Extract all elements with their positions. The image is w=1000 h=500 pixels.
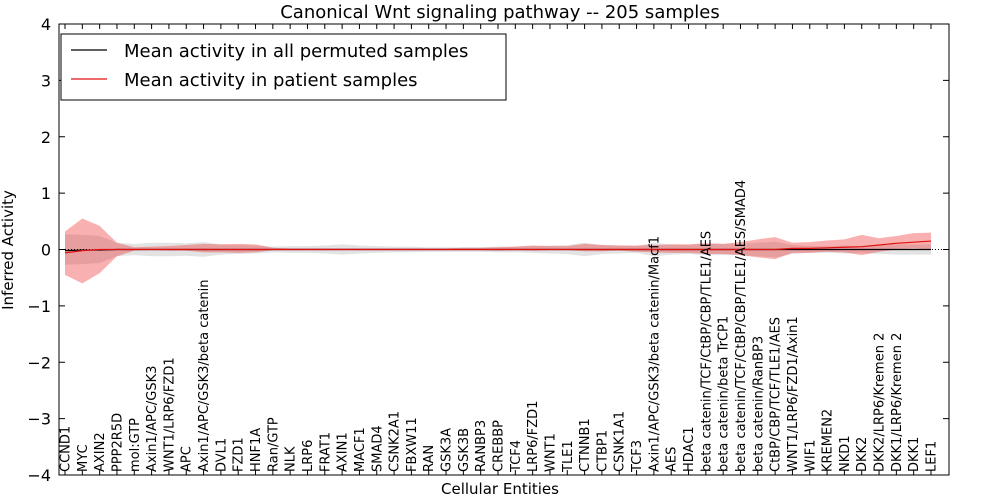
x-tick-label: GSK3A <box>440 428 455 472</box>
x-tick-label: MYC <box>76 444 91 472</box>
x-tick-label: mol:GTP <box>128 418 143 472</box>
legend-label-patient: Mean activity in patient samples <box>124 70 418 91</box>
x-tick-label: CSNK2A1 <box>388 411 403 472</box>
x-tick-label: DVL1 <box>214 438 229 472</box>
band-patient <box>65 218 931 284</box>
x-tick-label: APC <box>180 446 195 472</box>
y-axis-label: Inferred Activity <box>0 190 17 310</box>
x-tick-label: SMAD4 <box>370 425 385 472</box>
y-tick-label: −2 <box>27 353 51 372</box>
x-tick-label: beta catenin/TCF/CtBP/CBP/TLE1/AES/SMAD4 <box>734 180 749 472</box>
x-tick-label: FBXW11 <box>405 417 420 472</box>
x-tick-label: TLE1 <box>561 440 576 473</box>
y-tick-label: 3 <box>41 71 51 90</box>
x-tick-label: beta catenin/TCF/CtBP/CBP/TLE1/AES <box>699 231 714 472</box>
x-tick-label: RANBP3 <box>474 420 489 472</box>
x-tick-label: NLK <box>284 446 299 472</box>
plot-frame <box>58 23 950 476</box>
y-tick-label: 1 <box>41 184 51 203</box>
x-tick-label: DKK1/LRP6/Kremen 2 <box>890 333 905 472</box>
x-axis: CCND1 MYC AXIN2 PPP2R5D mol:GTP Axin1/APC/GSK… <box>59 24 940 475</box>
y-tick-label: 4 <box>41 15 51 34</box>
x-tick-label: CTBP1 <box>595 430 610 472</box>
x-tick-label: PPP2R5D <box>110 413 125 472</box>
x-tick-label: CREBBP <box>492 420 507 472</box>
legend-label-permuted: Mean activity in all permuted samples <box>124 41 468 62</box>
x-tick-label: AXIN2 <box>93 432 108 472</box>
line-patient <box>64 240 932 254</box>
x-tick-label: MACF1 <box>353 427 368 472</box>
x-tick-label: WNT1/LRP6/FZD1 <box>162 357 177 472</box>
x-tick-label: AES <box>665 447 680 472</box>
x-tick-label: DKK1 <box>907 437 922 472</box>
x-tick-label: DKK2 <box>855 437 870 472</box>
y-tick-label: −1 <box>27 297 51 316</box>
x-tick-label: FZD1 <box>232 437 247 472</box>
x-tick-label: HNF1A <box>249 428 264 472</box>
x-tick-label: LRP6 <box>301 440 316 472</box>
x-tick-label: CTNNB1 <box>578 418 593 472</box>
x-tick-label: Axin1/APC/GSK3 <box>145 366 160 472</box>
x-tick-label: GSK3B <box>457 428 472 472</box>
x-tick-label: DKK2/LRP6/Kremen 2 <box>873 333 888 472</box>
x-tick-label: Axin1/APC/GSK3/beta catenin/Macf1 <box>647 236 662 472</box>
x-tick-label: Ran/GTP <box>266 417 281 472</box>
x-tick-label: beta catenin/beta TrCP1 <box>717 316 732 472</box>
chart-title: Canonical Wnt signaling pathway -- 205 s… <box>280 2 720 23</box>
y-tick-label: 0 <box>41 241 51 260</box>
y-tick-label: −3 <box>27 410 51 429</box>
x-axis-label: Cellular Entities <box>441 480 559 498</box>
legend: Mean activity in all permuted samples Me… <box>60 33 507 101</box>
x-tick-label: WNT1 <box>543 433 558 472</box>
x-tick-label: WNT1/LRP6/FZD1/Axin1 <box>786 316 801 472</box>
x-tick-label: HDAC1 <box>682 426 697 472</box>
x-tick-label: KREMEN2 <box>821 409 836 472</box>
x-tick-label: CtBP/CBP/TCF/TLE1/AES <box>769 317 784 472</box>
x-tick-label: AXIN1 <box>336 432 351 472</box>
x-tick-label: RAN <box>422 445 437 472</box>
y-tick-label: −4 <box>27 466 51 485</box>
y-tick-label: 2 <box>41 128 51 147</box>
x-tick-label: TCF3 <box>630 440 645 473</box>
y-axis: 4 3 2 1 0 −1 −2 −3 −4 <box>27 15 949 485</box>
x-tick-label: NKD1 <box>838 435 853 472</box>
x-tick-label: CSNK1A1 <box>613 411 628 472</box>
x-tick-label: TCF4 <box>509 440 524 473</box>
plot-area <box>59 218 949 284</box>
legend-box <box>60 33 507 101</box>
x-tick-label: LRP6/FZD1 <box>526 401 541 472</box>
x-tick-label: WIF1 <box>803 440 818 472</box>
x-tick-label: beta catenin/RanBP3 <box>751 336 766 472</box>
x-tick-label: FRAT1 <box>318 432 333 472</box>
x-tick-label: LEF1 <box>925 441 940 472</box>
x-tick-label: Axin1/APC/GSK3/beta catenin <box>197 279 212 472</box>
x-tick-label: CCND1 <box>59 426 74 472</box>
